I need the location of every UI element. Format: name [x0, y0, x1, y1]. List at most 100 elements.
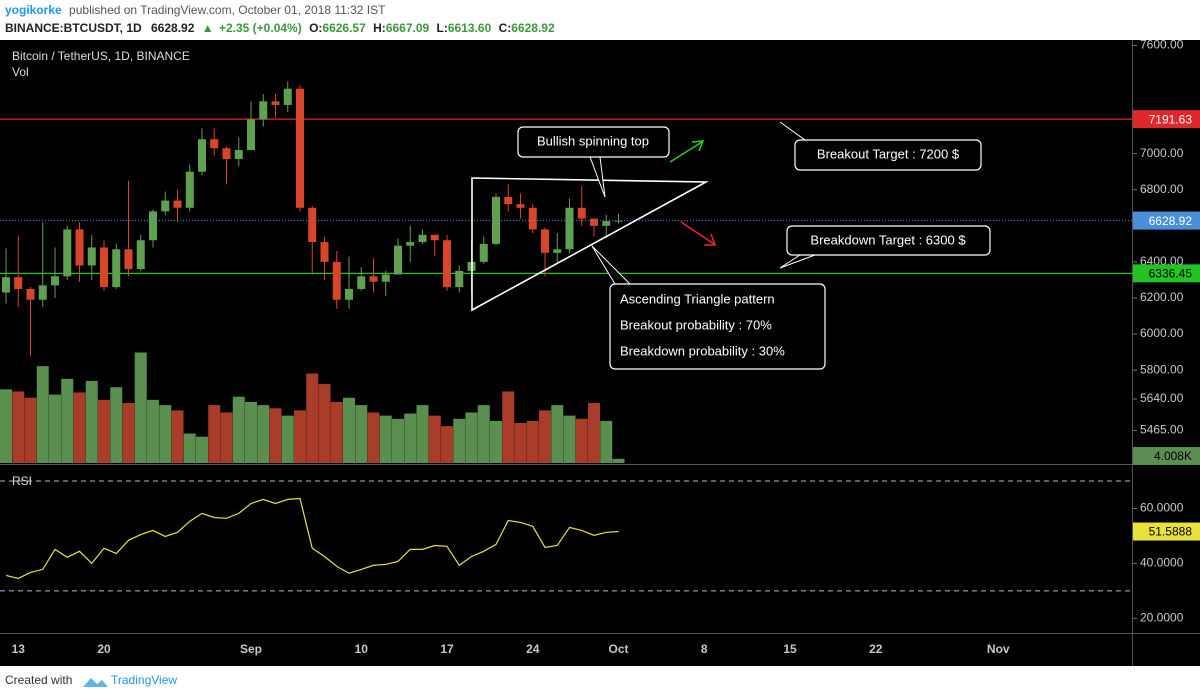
- marks: 7600.007000.006800.006400.006200.006000.…: [0, 38, 1184, 656]
- candle-body: [479, 243, 488, 262]
- candle-body: [283, 88, 292, 105]
- volume-bar: [551, 405, 564, 463]
- annotations: Bullish spinning top Breakout Target : 7…: [471, 121, 991, 370]
- volume-bar: [588, 403, 600, 463]
- volume-bar: [281, 415, 294, 463]
- volume-bar: [294, 410, 306, 463]
- candle-body: [541, 229, 549, 253]
- candle-body: [26, 288, 35, 300]
- candle-body: [357, 276, 366, 289]
- price-badge-label: 7191.63: [1149, 112, 1193, 126]
- candle-body: [63, 229, 72, 277]
- volume-bar: [269, 408, 282, 463]
- volume-bar: [196, 436, 208, 463]
- candle-body: [332, 261, 341, 300]
- candle-body: [112, 249, 121, 288]
- volume-bar: [24, 397, 37, 463]
- candle-body: [161, 200, 170, 212]
- x-tick-label: 15: [783, 642, 797, 656]
- volume-bar: [147, 399, 159, 463]
- candle-body: [210, 139, 219, 149]
- volume-bar: [12, 391, 25, 463]
- candle-body: [247, 119, 255, 151]
- volume-bar: [612, 458, 625, 463]
- publish-line: yogikorke published on TradingView.com, …: [5, 3, 386, 17]
- volume-bar: [453, 418, 466, 463]
- volume-bar: [392, 418, 404, 463]
- volume-bar: [490, 420, 502, 463]
- candle-body: [602, 221, 611, 226]
- volume-bar: [428, 415, 441, 463]
- volume-bar: [563, 415, 576, 463]
- volume-bar: [232, 396, 245, 463]
- callout-text: Bullish spinning top: [537, 133, 649, 148]
- price-badge-label: 4.008K: [1154, 449, 1192, 463]
- candle-body: [87, 247, 96, 266]
- volume-bar: [514, 423, 527, 463]
- callout-box: [786, 225, 991, 256]
- volume-bar: [85, 380, 98, 463]
- volume-bar: [110, 387, 123, 463]
- y-tick-label: 5465.00: [1140, 423, 1184, 437]
- badges: 4.008K 7191.63 6336.45 6628.92 51.5888: [1133, 110, 1200, 541]
- y-tick-label: 40.0000: [1140, 556, 1184, 570]
- volume-bar: [171, 410, 184, 463]
- volume-bar: [355, 405, 368, 463]
- volume-bar: [49, 394, 61, 463]
- candle-body: [455, 270, 464, 288]
- callout-pointer: [591, 245, 631, 285]
- footer-brand[interactable]: TradingView: [111, 673, 177, 687]
- price-badge: [1133, 110, 1200, 129]
- y-tick-label: 6200.00: [1140, 290, 1184, 304]
- candle-body: [345, 288, 353, 300]
- candle-body: [124, 249, 133, 270]
- x-tick-label: 17: [440, 642, 454, 656]
- volume-bar: [122, 403, 135, 463]
- candle-body: [443, 240, 451, 288]
- high-label: H:: [373, 21, 386, 35]
- change-arrow: ▲: [202, 21, 214, 35]
- volume-bar: [343, 397, 355, 463]
- volume-bar: [477, 405, 490, 463]
- y-tick-label: 7000.00: [1140, 146, 1184, 160]
- candle-body: [308, 207, 317, 243]
- candle-body: [516, 204, 525, 208]
- y-tick-label: 5800.00: [1140, 362, 1184, 376]
- candle-body: [418, 234, 427, 243]
- volume-bar: [220, 412, 233, 463]
- candle-body: [173, 200, 182, 208]
- author[interactable]: yogikorke: [5, 3, 62, 17]
- price-badge: [1133, 264, 1200, 283]
- candle-body: [234, 150, 243, 160]
- candle-body: [565, 207, 574, 250]
- x-tick-label: 20: [97, 642, 111, 656]
- callout-text: Breakdown Target : 6300 $: [810, 232, 966, 247]
- price-badge: [1133, 211, 1200, 230]
- symbol: BINANCE:BTCUSDT, 1D: [5, 21, 142, 35]
- close: 6628.92: [511, 21, 555, 35]
- brand-logo[interactable]: [83, 678, 108, 687]
- candle-body: [149, 211, 157, 241]
- candle-body: [51, 276, 59, 286]
- x-tick-label: Nov: [987, 642, 1010, 656]
- x-tick-label: Oct: [608, 642, 628, 656]
- volume-label: Vol: [12, 65, 29, 79]
- volume-bar: [98, 399, 110, 463]
- rsi-line: [5, 497, 619, 580]
- volume-bar: [330, 401, 343, 463]
- candle-body: [381, 274, 390, 282]
- volume-bar: [465, 412, 478, 463]
- candle-body: [296, 88, 304, 208]
- candle-body: [185, 171, 194, 208]
- volume-bar: [159, 405, 172, 463]
- volume-bar: [379, 415, 392, 463]
- volume-bar: [73, 392, 86, 463]
- y-tick-label: 6800.00: [1140, 182, 1184, 196]
- down-arrow: [680, 221, 715, 245]
- quote-line: BINANCE:BTCUSDT, 1D 6628.92 ▲ +2.35 (+0.…: [5, 21, 555, 35]
- volume-bar: [306, 373, 319, 463]
- callout-box: [794, 139, 982, 171]
- up-arrow-head: [691, 140, 705, 152]
- volume-bar: [257, 405, 270, 463]
- y-tick-label: 20.0000: [1140, 610, 1184, 624]
